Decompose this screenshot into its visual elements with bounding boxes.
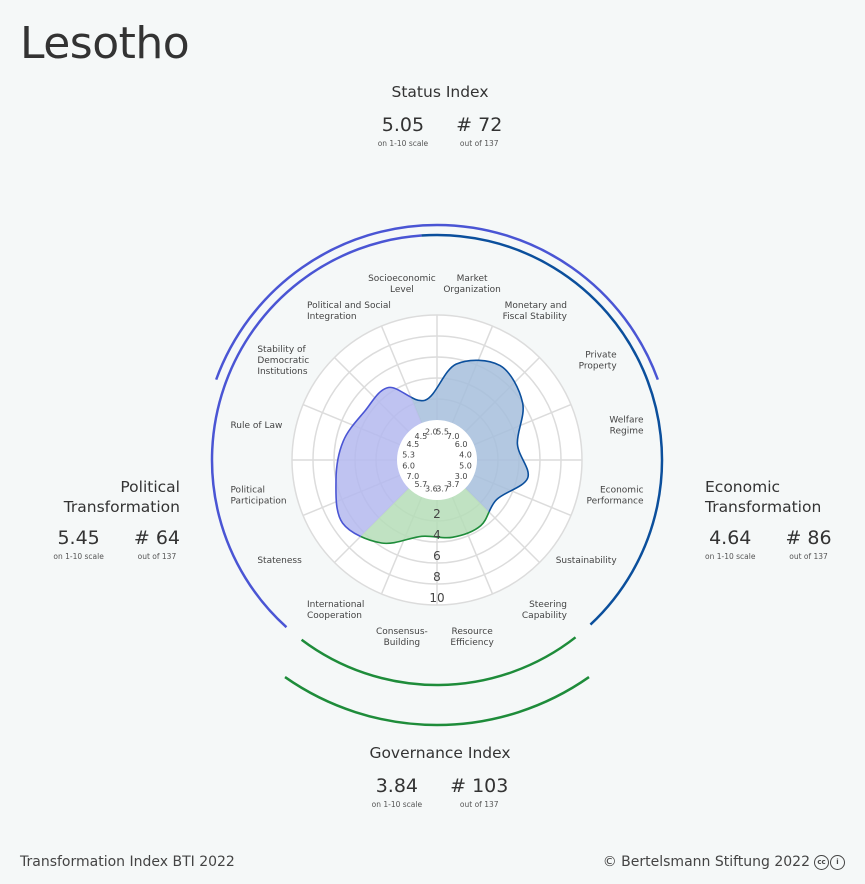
category-label: Integration (307, 312, 357, 322)
category-label: Socioeconomic (368, 274, 436, 284)
political-score: 5.45 (57, 527, 100, 549)
value-label: 7.0 (447, 432, 460, 441)
radar-outline-governance (335, 460, 530, 545)
category-label: Political and Social (307, 301, 391, 311)
governance-rank: # 103 (450, 775, 509, 797)
economic-score: 4.64 (709, 527, 752, 549)
category-label: Steering (529, 600, 567, 610)
category-label: Fiscal Stability (503, 312, 568, 322)
category-label: Stateness (257, 556, 302, 566)
governance-index-title: Governance Index (369, 744, 511, 762)
value-label: 3.7 (447, 480, 460, 489)
category-label: Economic (600, 486, 644, 496)
economic-arc (421, 233, 664, 626)
value-label: 5.7 (415, 480, 428, 489)
category-label: Property (579, 361, 618, 371)
category-label: Regime (610, 426, 644, 436)
status-index-score: 5.05 (381, 114, 425, 136)
economic-transformation-title: Economic Transformation (705, 477, 845, 517)
scale-label: 6 (433, 549, 441, 563)
category-label: Sustainability (556, 556, 618, 566)
category-label: Cooperation (307, 611, 362, 621)
economic-title-line2: Transformation (705, 498, 822, 516)
value-label: 5.0 (459, 462, 472, 471)
category-label: Institutions (257, 367, 308, 377)
political-title-line2: Transformation (63, 498, 180, 516)
economic-title-line1: Economic (705, 478, 781, 496)
governance-score: 3.84 (375, 775, 419, 797)
radar-center (397, 420, 477, 500)
political-title-line1: Political (120, 478, 180, 496)
status-index-score-note: on 1-10 scale (377, 139, 429, 148)
political-score-note: on 1-10 scale (53, 552, 104, 561)
footer-source: Transformation Index BTI 2022 (20, 854, 235, 870)
category-label: Level (390, 285, 414, 295)
scale-label: 8 (433, 570, 441, 584)
copyright-text: © Bertelsmann Stiftung 2022 (602, 854, 810, 870)
value-label: 5.3 (402, 450, 415, 459)
category-label: Efficiency (450, 638, 494, 648)
category-label: Organization (443, 285, 501, 295)
value-label: 7.0 (407, 472, 420, 481)
status-index-arc (214, 223, 660, 381)
value-label: 6.0 (402, 462, 415, 471)
governance-rank-note: out of 137 (459, 800, 499, 809)
status-index-rank: # 72 (456, 114, 503, 136)
governance-index-arc (284, 676, 590, 727)
category-label: Building (384, 638, 421, 648)
economic-rank-note: out of 137 (789, 552, 828, 561)
scale-label: 2 (433, 507, 441, 521)
category-label: Consensus- (376, 627, 428, 637)
economic-score-note: on 1-10 scale (705, 552, 756, 561)
economic-transformation-block: Economic Transformation 4.64 on 1-10 sca… (705, 477, 845, 563)
political-rank-note: out of 137 (137, 552, 177, 561)
value-label: 3.0 (455, 472, 468, 481)
category-label: Stability of (257, 345, 306, 355)
status-index-title: Status Index (391, 83, 489, 101)
value-label: 5.5 (436, 428, 449, 437)
category-label: Capability (522, 611, 568, 621)
value-label: 3.6 (425, 484, 438, 493)
status-index-rank-note: out of 137 (459, 139, 499, 148)
category-label: Participation (230, 497, 286, 507)
footer-copyright: © Bertelsmann Stiftung 2022 cc i (603, 854, 845, 870)
category-label: Resource (451, 627, 493, 637)
value-label: 4.0 (459, 450, 472, 459)
scale-label: 10 (429, 591, 444, 605)
value-label: 2.0 (425, 428, 438, 437)
status-index-block: Status Index 5.05 on 1-10 scale # 72 out… (360, 82, 520, 150)
category-label: Welfare (609, 415, 644, 425)
category-label: International (307, 600, 364, 610)
value-label: 4.5 (415, 432, 428, 441)
political-transformation-block: Political Transformation 5.45 on 1-10 sc… (40, 477, 180, 563)
governance-arc (300, 636, 577, 687)
political-arc (210, 234, 422, 629)
category-label: Private (585, 350, 617, 360)
category-label: Monetary and (505, 301, 567, 311)
political-rank: # 64 (133, 527, 180, 549)
category-label: Market (457, 274, 488, 284)
category-label: Performance (586, 497, 643, 507)
governance-score-note: on 1-10 scale (371, 800, 423, 809)
category-label: Rule of Law (230, 421, 282, 431)
value-label: 4.5 (407, 440, 420, 449)
political-transformation-title: Political Transformation (40, 477, 180, 517)
value-label: 3.7 (436, 484, 449, 493)
governance-index-block: Governance Index 3.84 on 1-10 scale # 10… (350, 743, 530, 811)
cc-by-icon: cc i (814, 854, 845, 870)
value-label: 6.0 (455, 440, 468, 449)
country-title: Lesotho (20, 18, 190, 69)
economic-rank: # 86 (785, 527, 832, 549)
scale-label: 4 (433, 528, 441, 542)
category-label: Political (230, 486, 265, 496)
category-label: Democratic (257, 356, 309, 366)
